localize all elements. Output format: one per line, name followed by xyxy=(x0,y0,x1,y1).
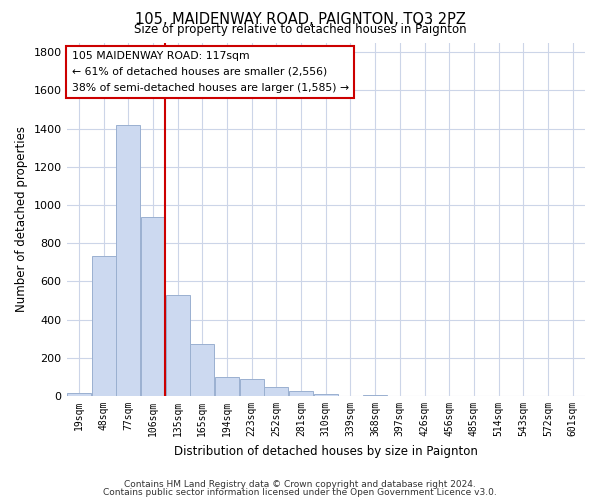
Text: 105 MAIDENWAY ROAD: 117sqm
← 61% of detached houses are smaller (2,556)
38% of s: 105 MAIDENWAY ROAD: 117sqm ← 61% of deta… xyxy=(72,52,349,92)
Bar xyxy=(363,395,387,396)
Text: Contains public sector information licensed under the Open Government Licence v3: Contains public sector information licen… xyxy=(103,488,497,497)
Bar xyxy=(141,218,165,396)
Bar xyxy=(190,344,214,396)
Bar xyxy=(240,379,263,396)
Bar xyxy=(116,124,140,396)
Text: Contains HM Land Registry data © Crown copyright and database right 2024.: Contains HM Land Registry data © Crown c… xyxy=(124,480,476,489)
Bar xyxy=(289,392,313,396)
Text: Size of property relative to detached houses in Paignton: Size of property relative to detached ho… xyxy=(134,22,466,36)
Bar xyxy=(166,295,190,396)
Bar xyxy=(92,256,116,396)
Bar xyxy=(215,377,239,396)
Bar xyxy=(67,392,91,396)
X-axis label: Distribution of detached houses by size in Paignton: Distribution of detached houses by size … xyxy=(174,444,478,458)
Bar xyxy=(265,386,289,396)
Bar xyxy=(314,394,338,396)
Y-axis label: Number of detached properties: Number of detached properties xyxy=(15,126,28,312)
Text: 105, MAIDENWAY ROAD, PAIGNTON, TQ3 2PZ: 105, MAIDENWAY ROAD, PAIGNTON, TQ3 2PZ xyxy=(134,12,466,28)
